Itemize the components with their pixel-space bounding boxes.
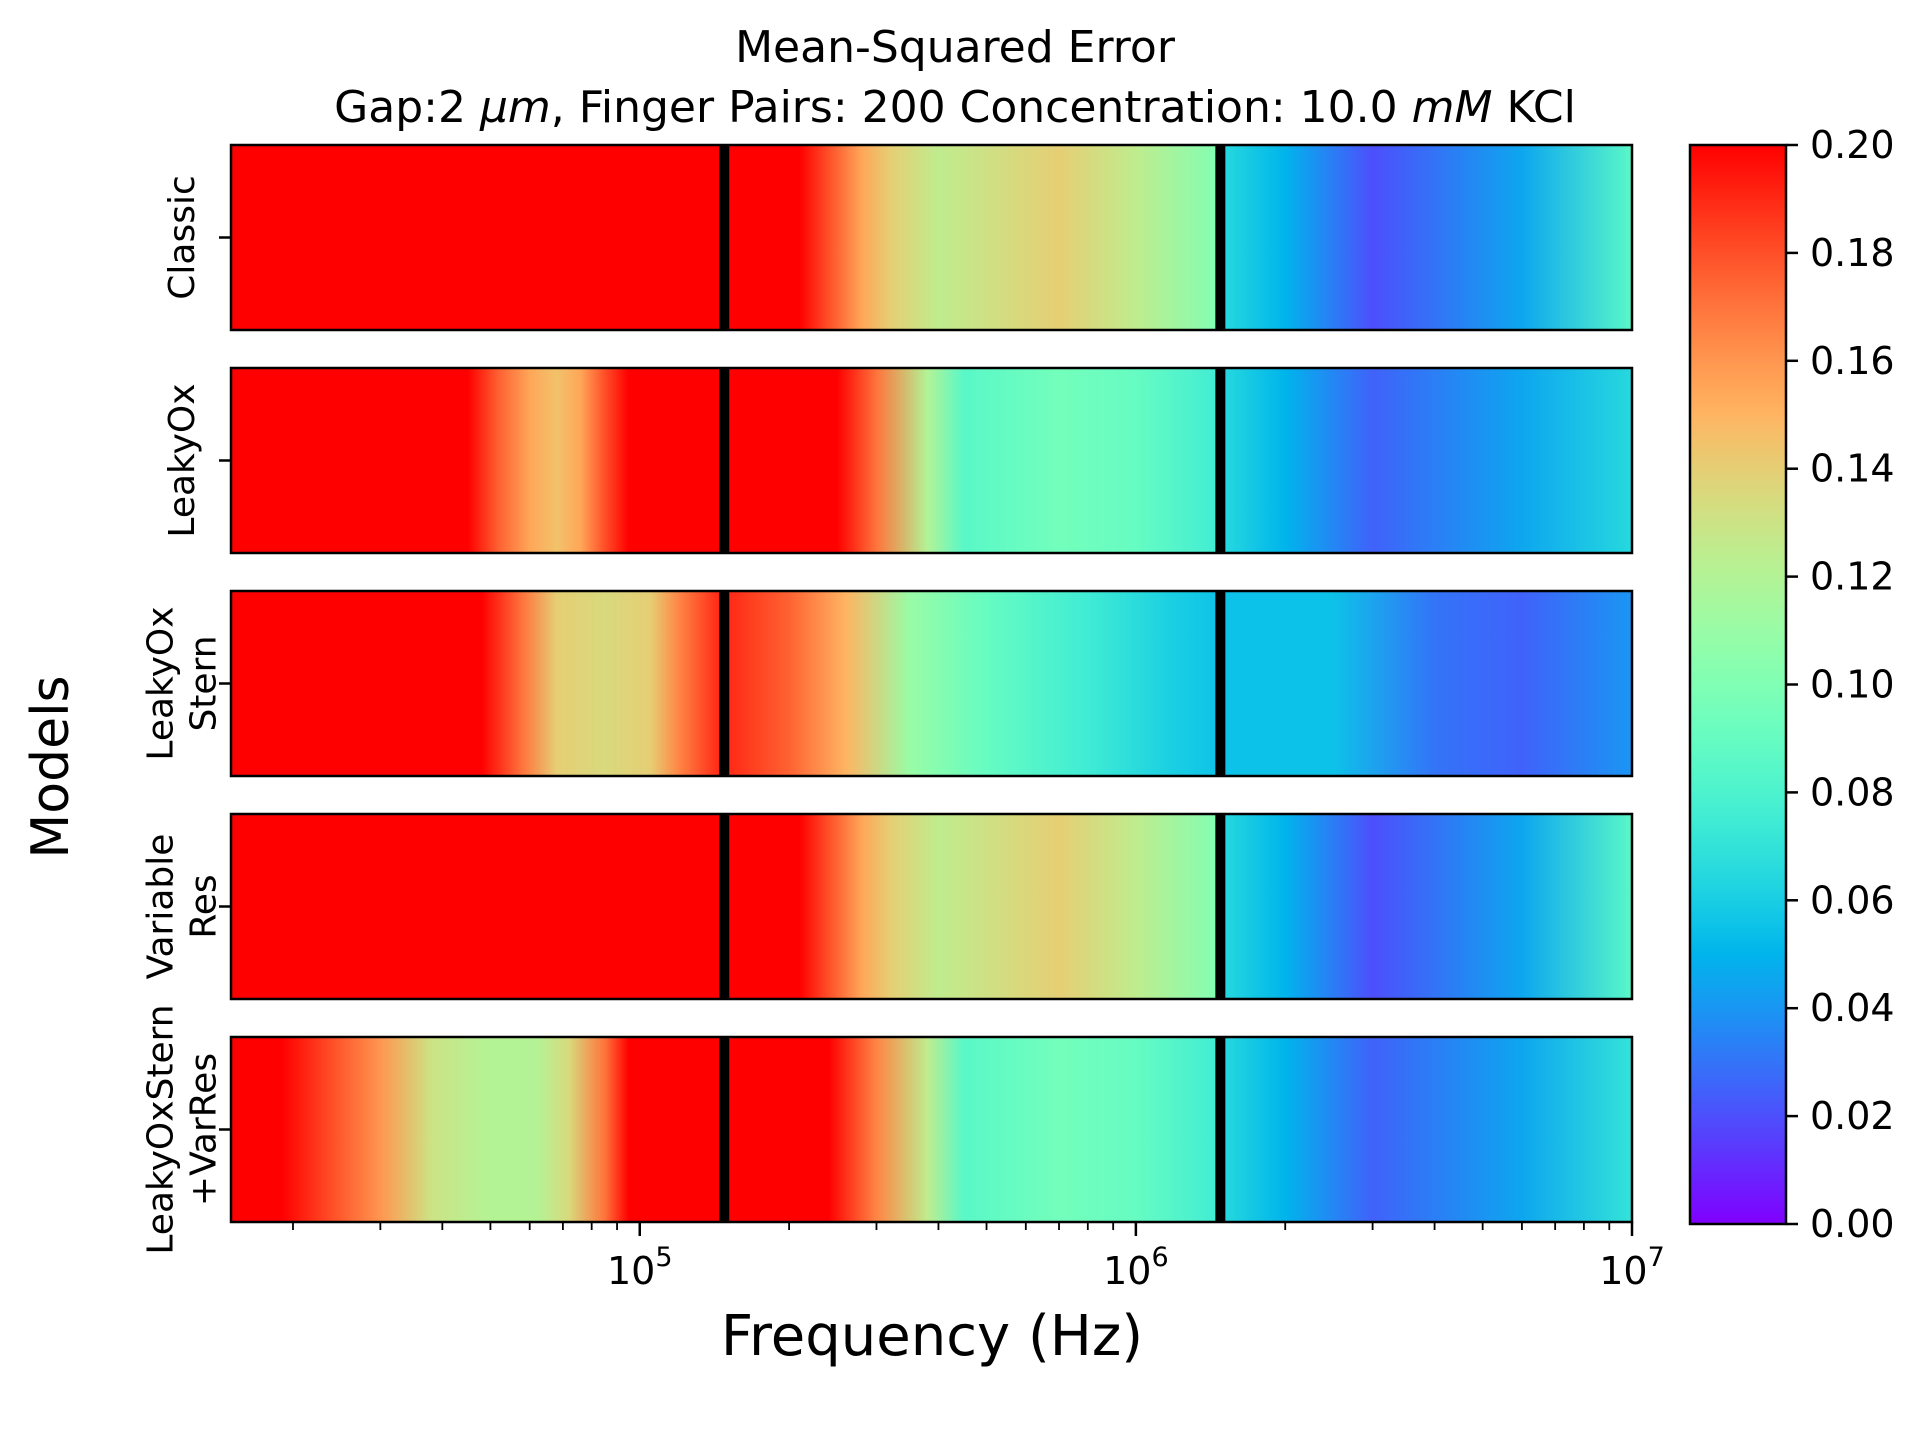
band-divider [719, 1037, 730, 1222]
x-tick-label: 107 [1599, 1242, 1665, 1293]
band-divider [1215, 1037, 1226, 1222]
row-label-line: LeakyOx [141, 606, 182, 760]
y-axis-label: Models [21, 675, 81, 858]
colorbar-tick-label: 0.20 [1810, 123, 1895, 167]
band-divider [719, 368, 730, 553]
heatmap-row: Classic [162, 143, 1634, 332]
colorbar-tick-label: 0.14 [1810, 447, 1895, 491]
colorbar-tick-label: 0.06 [1810, 878, 1895, 922]
heatmap-row: LeakyOxStern [141, 589, 1634, 778]
heatmap-row-fill [231, 814, 1632, 999]
heatmap-row: LeakyOxStern+VarRes [141, 1004, 1634, 1255]
row-label-line: LeakyOx [162, 383, 203, 537]
heatmap-row: VariableRes [141, 812, 1634, 1001]
colorbar-tick-label: 0.16 [1810, 339, 1895, 383]
colorbar-tick-label: 0.12 [1810, 555, 1895, 599]
row-label: Classic [162, 175, 203, 300]
colorbar-tick-label: 0.02 [1810, 1094, 1895, 1138]
heatmap-row-fill [231, 145, 1632, 330]
title-part: Gap:2 [334, 82, 480, 133]
row-label: LeakyOxStern [141, 606, 225, 760]
band-divider [1215, 368, 1226, 553]
row-label: VariableRes [141, 834, 225, 980]
band-divider [719, 145, 730, 330]
band-divider [1215, 591, 1226, 776]
colorbar-tick-label: 0.00 [1810, 1202, 1895, 1246]
colorbar-tick-label: 0.08 [1810, 770, 1895, 814]
heatmap-row: LeakyOx [162, 366, 1634, 555]
band-divider [1215, 814, 1226, 999]
row-label-line: Res [184, 874, 225, 938]
heatmap-row-fill [231, 591, 1632, 776]
colorbar: 0.00 0.02 0.04 0.06 0.08 0.10 0.12 0.14 0.16 0.18… [1688, 123, 1895, 1246]
title-part: μm [479, 82, 551, 133]
colorbar-tick-label: 0.10 [1810, 663, 1895, 707]
colorbar-tick-label: 0.04 [1810, 986, 1895, 1030]
heatmap-rows: ClassicLeakyOxLeakyOxSternVariableResLea… [141, 143, 1634, 1255]
heatmap-row-fill [231, 368, 1632, 553]
chart-title-line1: Mean-Squared Error [735, 22, 1176, 73]
row-label: LeakyOxStern+VarRes [141, 1004, 225, 1254]
row-label-line: +VarRes [184, 1053, 225, 1206]
band-divider [1215, 145, 1226, 330]
row-label: LeakyOx [162, 383, 203, 537]
x-tick-label: 105 [607, 1242, 673, 1293]
row-label-line: Variable [141, 834, 182, 980]
heatmap-row-fill [231, 1037, 1632, 1222]
chart-title-line2: Gap:2 μm, Finger Pairs: 200 Concentratio… [334, 82, 1576, 133]
row-label-line: LeakyOxStern [141, 1004, 182, 1254]
x-axis: 105 106 107 [292, 1222, 1665, 1293]
colorbar-tick-label: 0.18 [1810, 231, 1895, 275]
row-label-line: Classic [162, 175, 203, 300]
band-divider [719, 591, 730, 776]
title-part: mM [1412, 82, 1493, 133]
band-divider [719, 814, 730, 999]
colorbar-scale [1688, 143, 1788, 1226]
row-label-line: Stern [184, 635, 225, 731]
title-part: , Finger Pairs: 200 Concentration: 10.0 [551, 82, 1412, 133]
title-part: KCl [1492, 82, 1575, 133]
x-tick-label: 106 [1103, 1242, 1169, 1293]
x-axis-label: Frequency (Hz) [721, 1304, 1143, 1369]
